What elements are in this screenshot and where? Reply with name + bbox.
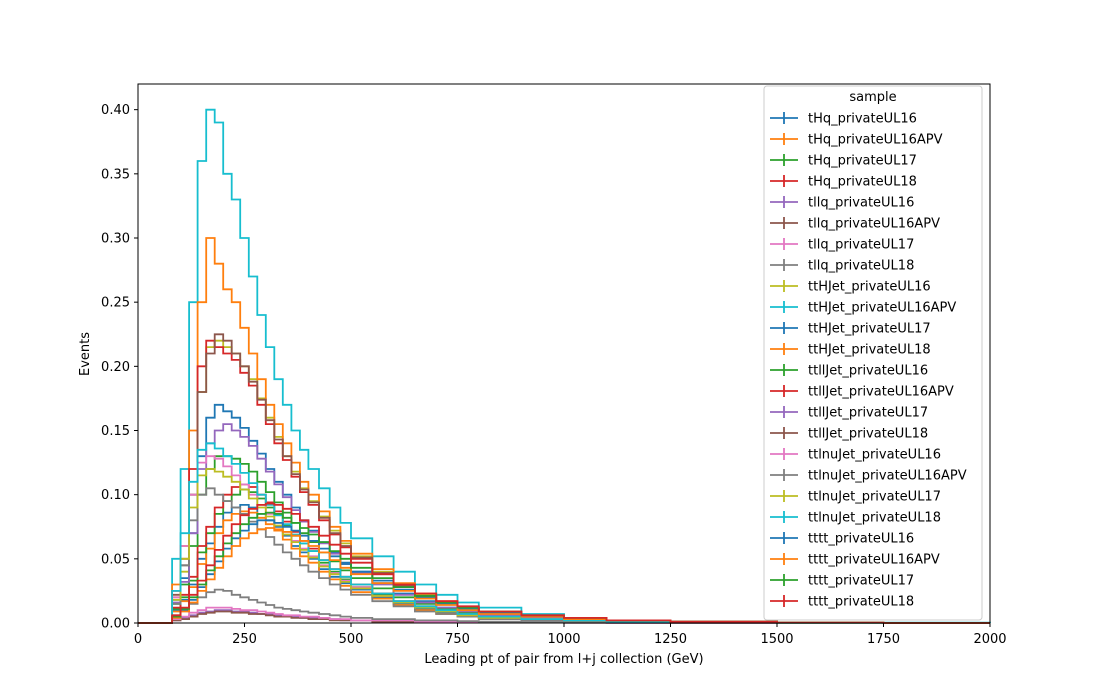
legend-item: ttlnuJet_privateUL16APV (770, 469, 967, 484)
x-tick-label: 1500 (760, 632, 793, 647)
y-tick-label: 0.00 (101, 617, 130, 632)
legend-label: tllq_privateUL16APV (808, 217, 940, 232)
legend-item: ttllJet_privateUL18 (770, 427, 928, 442)
legend-label: tHq_privateUL17 (808, 154, 917, 169)
x-tick-label: 1750 (867, 632, 900, 647)
x-tick-label: 2000 (973, 632, 1006, 647)
legend-item: tllq_privateUL17 (770, 238, 914, 253)
legend-label: tttt_privateUL16APV (808, 553, 940, 568)
legend-item: tllq_privateUL18 (770, 259, 914, 274)
legend-label: ttllJet_privateUL18 (808, 427, 928, 442)
y-tick-label: 0.25 (101, 296, 130, 311)
series-layer (138, 108, 991, 624)
legend-item: ttllJet_privateUL16 (770, 364, 928, 379)
y-tick-label: 0.40 (101, 103, 130, 118)
x-tick-label: 1250 (654, 632, 687, 647)
legend-label: tllq_privateUL18 (808, 259, 914, 274)
series-line-18 (138, 487, 990, 624)
legend-label: ttllJet_privateUL17 (808, 406, 928, 421)
legend-label: ttlnuJet_privateUL18 (808, 511, 941, 526)
legend-label: ttlnuJet_privateUL17 (808, 490, 941, 505)
legend-label: ttlnuJet_privateUL16 (808, 448, 941, 463)
y-tick-label: 0.35 (101, 167, 130, 182)
ticks-layer: 0 250 500 750 1000 1250 1500 1750 2000 0.00 0.05 0.… (101, 103, 1007, 647)
legend-item: tttt_privateUL18 (770, 595, 914, 610)
y-tick-label: 0.10 (101, 488, 130, 503)
legend-label: ttllJet_privateUL16APV (808, 385, 954, 400)
y-tick-label: 0.15 (101, 424, 130, 439)
x-tick-label: 0 (134, 632, 142, 647)
legend-item: ttlnuJet_privateUL18 (770, 511, 941, 526)
y-tick-label: 0.20 (101, 360, 130, 375)
legend-label: ttHJet_privateUL17 (808, 322, 931, 337)
x-tick-label: 250 (232, 632, 257, 647)
legend-box (763, 85, 983, 621)
y-tick-label: 0.30 (101, 232, 130, 247)
legend-item: tttt_privateUL16 (770, 532, 914, 547)
legend-item: tttt_privateUL16APV (770, 553, 940, 568)
x-tick-label: 1000 (547, 632, 580, 647)
legend-label: tttt_privateUL16 (808, 532, 914, 547)
legend-label: ttlnuJet_privateUL16APV (808, 469, 967, 484)
legend-label: tllq_privateUL17 (808, 238, 914, 253)
legend-title: sample (849, 90, 896, 105)
legend-item: tttt_privateUL17 (770, 574, 914, 589)
legend-item: ttHJet_privateUL16APV (770, 301, 956, 316)
y-tick-label: 0.05 (101, 552, 130, 567)
legend-label: tHq_privateUL16APV (808, 133, 943, 148)
y-axis-label: Events (78, 332, 93, 376)
legend-item: ttHJet_privateUL16 (770, 280, 931, 295)
x-axis-label: Leading pt of pair from l+j collection (… (424, 652, 703, 667)
legend-item: ttlnuJet_privateUL16 (770, 448, 941, 463)
legend-label: tllq_privateUL16 (808, 196, 914, 211)
legend-item: ttHJet_privateUL17 (770, 322, 931, 337)
legend-label: ttHJet_privateUL16APV (808, 301, 956, 316)
series-line-8 (138, 588, 990, 624)
legend-item: tHq_privateUL17 (770, 154, 917, 169)
legend-item: ttlnuJet_privateUL17 (770, 490, 941, 505)
legend-item: ttllJet_privateUL16APV (770, 385, 954, 400)
legend-item: ttllJet_privateUL17 (770, 406, 928, 421)
legend-label: tHq_privateUL18 (808, 175, 917, 190)
legend-label: ttHJet_privateUL16 (808, 280, 931, 295)
x-tick-label: 500 (339, 632, 364, 647)
legend-item: ttHJet_privateUL18 (770, 343, 931, 358)
legend-label: tHq_privateUL16 (808, 112, 917, 127)
legend-item: tllq_privateUL16APV (770, 217, 940, 232)
legend-item: tHq_privateUL16 (770, 112, 917, 127)
legend: sample tHq_privateUL16 tHq_privateUL16APVt… (763, 85, 983, 621)
series-line-10 (138, 108, 991, 624)
legend-label: ttHJet_privateUL18 (808, 343, 931, 358)
series-line-24 (138, 502, 990, 624)
legend-label: tttt_privateUL18 (808, 595, 914, 610)
legend-item: tHq_privateUL16APV (770, 133, 943, 148)
legend-label: ttllJet_privateUL16 (808, 364, 928, 379)
legend-item: tHq_privateUL18 (770, 175, 917, 190)
legend-item: tllq_privateUL16 (770, 196, 914, 211)
legend-label: tttt_privateUL17 (808, 574, 914, 589)
x-tick-label: 750 (445, 632, 470, 647)
